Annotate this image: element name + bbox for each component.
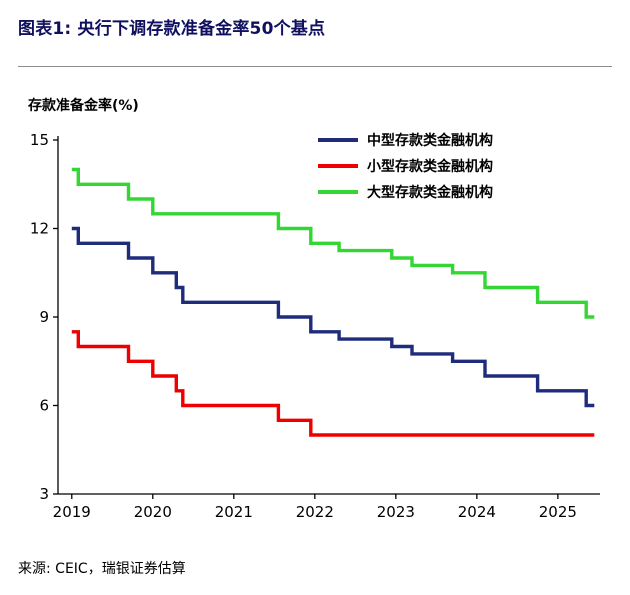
x-tick-label: 2023 xyxy=(377,503,415,521)
y-tick-label: 6 xyxy=(39,397,49,415)
x-tick-label: 2021 xyxy=(215,503,253,521)
legend-item: 大型存款类金融机构 xyxy=(318,183,493,201)
y-axis-label: 存款准备金率(%) xyxy=(28,98,139,114)
legend-color-swatch xyxy=(318,190,358,194)
series-line xyxy=(71,226,595,408)
legend-label: 大型存款类金融机构 xyxy=(367,185,493,201)
source-note: 来源: CEIC，瑞银证券估算 xyxy=(18,561,186,577)
x-tick-label: 2024 xyxy=(458,503,496,521)
y-tick-label: 9 xyxy=(39,308,49,326)
legend-label: 小型存款类金融机构 xyxy=(367,159,493,175)
x-tick-label: 2025 xyxy=(539,503,577,521)
x-tick-label: 2020 xyxy=(134,503,172,521)
title-separator-line xyxy=(18,66,612,67)
series-line xyxy=(71,330,595,437)
legend-color-swatch xyxy=(318,164,358,168)
x-tick-label: 2022 xyxy=(296,503,334,521)
legend-item: 小型存款类金融机构 xyxy=(318,157,493,175)
y-tick-label: 3 xyxy=(39,485,49,503)
legend-label: 中型存款类金融机构 xyxy=(367,133,493,149)
x-tick-label: 2019 xyxy=(53,503,91,521)
y-tick-label: 15 xyxy=(30,131,49,149)
series-line xyxy=(71,167,595,319)
y-tick-label: 12 xyxy=(30,220,49,238)
legend: 中型存款类金融机构 小型存款类金融机构 大型存款类金融机构 xyxy=(318,131,493,201)
legend-color-swatch xyxy=(318,138,358,142)
chart-title: 图表1: 央行下调存款准备金率50个基点 xyxy=(18,19,326,39)
legend-item: 中型存款类金融机构 xyxy=(318,131,493,149)
